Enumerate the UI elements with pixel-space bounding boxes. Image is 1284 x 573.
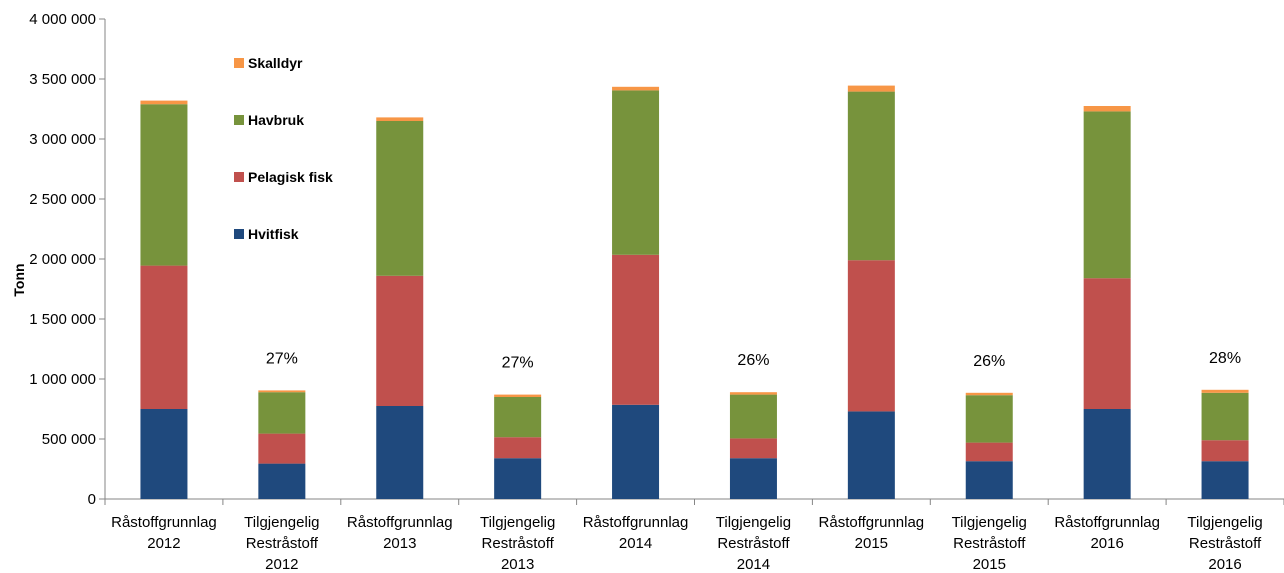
bar-segment-pelagisk-fisk xyxy=(965,442,1013,462)
y-tick-label: 500 000 xyxy=(42,431,96,448)
y-tick-label: 3 000 000 xyxy=(29,131,96,148)
bar-segment-hvitfisk xyxy=(494,458,542,499)
legend-label: Pelagisk fisk xyxy=(248,169,333,185)
bar-segment-pelagisk-fisk xyxy=(729,438,777,459)
bar-segment-skalldyr xyxy=(965,392,1013,396)
legend-swatch xyxy=(234,172,244,182)
y-tick-label: 0 xyxy=(88,491,96,508)
legend-label: Hvitfisk xyxy=(248,226,299,242)
x-tick-label: Råstoffgrunnlag 2014 xyxy=(583,514,689,552)
y-tick-label: 1 500 000 xyxy=(29,311,96,328)
bar-segment-pelagisk-fisk xyxy=(258,433,306,464)
bar-segment-havbruk xyxy=(612,90,660,255)
bar-segment-hvitfisk xyxy=(1201,461,1249,499)
data-label: 27% xyxy=(266,350,298,367)
bar-segment-havbruk xyxy=(1083,111,1131,279)
x-tick-label: Råstoffgrunnlag 2013 xyxy=(347,514,453,552)
bar-segment-havbruk xyxy=(847,91,895,261)
bar-segment-pelagisk-fisk xyxy=(612,254,660,405)
legend-swatch xyxy=(234,58,244,68)
x-tick-label: Tilgjengelig Restråstoff 2012 xyxy=(244,514,319,573)
bar-segment-skalldyr xyxy=(494,394,542,397)
bar-segment-hvitfisk xyxy=(612,404,660,499)
y-axis-ticks: 0 500 000 1 000 000 1 500 000 2 000 000 2 500… xyxy=(29,11,105,508)
legend: Skalldyr Havbruk Pelagisk fisk Hvitfisk xyxy=(234,55,333,242)
bar-segment-havbruk xyxy=(494,397,542,438)
legend-label: Skalldyr xyxy=(248,55,303,71)
data-labels: 27% 27% 26% 26% 28% xyxy=(266,350,1241,372)
bar-segment-hvitfisk xyxy=(847,411,895,499)
bar-segment-havbruk xyxy=(140,104,188,266)
bar-segment-pelagisk-fisk xyxy=(140,265,188,409)
bar-segment-havbruk xyxy=(1201,392,1249,441)
bar-segment-hvitfisk xyxy=(376,406,424,499)
bar-segment-hvitfisk xyxy=(258,463,306,499)
bar-segment-skalldyr xyxy=(612,86,660,91)
bar-segment-hvitfisk xyxy=(729,458,777,499)
data-label: 28% xyxy=(1209,350,1241,367)
bar-segment-hvitfisk xyxy=(965,461,1013,499)
data-label: 27% xyxy=(502,355,534,372)
x-tick-label: Råstoffgrunnlag 2016 xyxy=(1054,514,1160,552)
bar-segment-skalldyr xyxy=(847,85,895,92)
x-tick-label: Tilgjengelig Restråstoff 2013 xyxy=(480,514,555,573)
data-label: 26% xyxy=(737,352,769,369)
y-tick-label: 2 000 000 xyxy=(29,251,96,268)
bar-segment-havbruk xyxy=(258,392,306,434)
legend-swatch xyxy=(234,229,244,239)
legend-swatch xyxy=(234,115,244,125)
bar-segment-hvitfisk xyxy=(140,409,188,499)
y-axis-label: Tonn xyxy=(11,263,27,296)
legend-label: Havbruk xyxy=(248,112,304,128)
bar-segment-hvitfisk xyxy=(1083,409,1131,499)
y-tick-label: 3 500 000 xyxy=(29,71,96,88)
bar-segment-skalldyr xyxy=(1083,106,1131,112)
bar-segment-pelagisk-fisk xyxy=(376,275,424,406)
bar-segment-skalldyr xyxy=(258,390,306,393)
bar-segment-skalldyr xyxy=(1201,389,1249,393)
y-tick-label: 1 000 000 xyxy=(29,371,96,388)
y-tick-label: 4 000 000 xyxy=(29,11,96,28)
bar-segment-havbruk xyxy=(729,394,777,439)
bar-segment-pelagisk-fisk xyxy=(1083,278,1131,409)
bar-segment-skalldyr xyxy=(729,392,777,395)
bar-segment-pelagisk-fisk xyxy=(494,437,542,459)
bar-segment-pelagisk-fisk xyxy=(847,260,895,412)
y-tick-label: 2 500 000 xyxy=(29,191,96,208)
bar-segment-skalldyr xyxy=(376,117,424,121)
x-tick-label: Råstoffgrunnlag 2012 xyxy=(111,514,217,552)
x-tick-label: Tilgjengelig Restråstoff 2016 xyxy=(1187,514,1262,573)
bar-segment-havbruk xyxy=(965,395,1013,443)
bar-segment-skalldyr xyxy=(140,100,188,105)
x-tick-label: Tilgjengelig Restråstoff 2014 xyxy=(716,514,791,573)
bar-segment-havbruk xyxy=(376,121,424,276)
x-tick-label: Tilgjengelig Restråstoff 2015 xyxy=(952,514,1027,573)
bar-segment-pelagisk-fisk xyxy=(1201,440,1249,462)
x-tick-label: Råstoffgrunnlag 2015 xyxy=(819,514,925,552)
x-axis-ticks: Råstoffgrunnlag 2012 Tilgjengelig Restråsto… xyxy=(111,514,1263,573)
bars xyxy=(140,85,1249,499)
data-label: 26% xyxy=(973,353,1005,370)
